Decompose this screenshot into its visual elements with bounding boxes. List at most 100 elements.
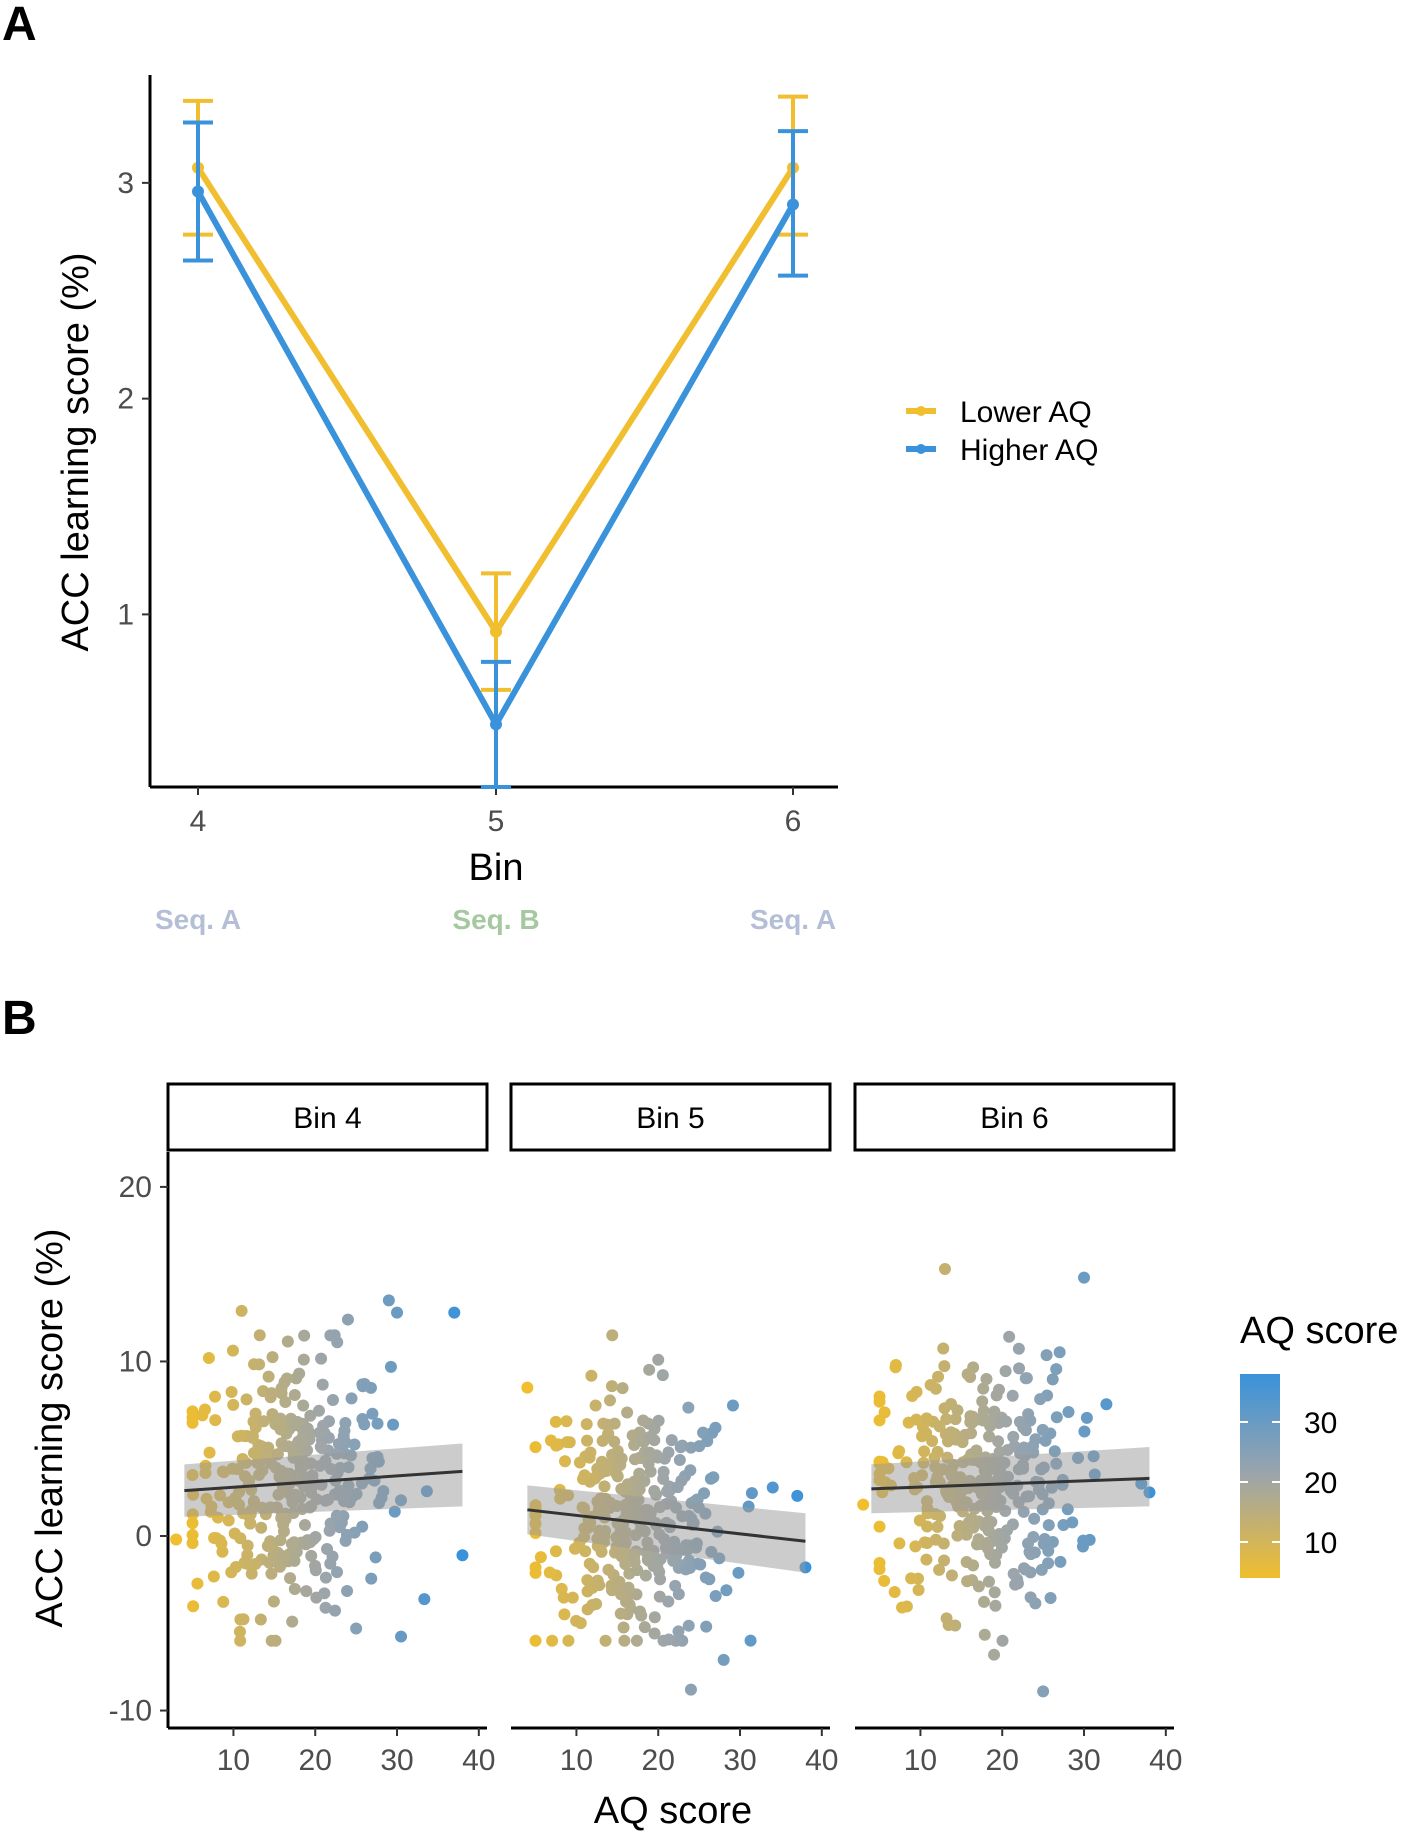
scatter-point [329, 1604, 342, 1617]
scatter-point [267, 1595, 280, 1608]
scatter-point [976, 1395, 989, 1408]
scatter-point [966, 1416, 979, 1429]
x-tick-label: 10 [904, 1744, 937, 1777]
scatter-point [247, 1447, 260, 1460]
scatter-point [546, 1634, 559, 1647]
y-tick-label: 2 [117, 383, 134, 416]
scatter-point [1042, 1519, 1055, 1532]
scatter-point [893, 1537, 906, 1550]
scatter-point [938, 1554, 951, 1567]
scatter-point [599, 1634, 612, 1647]
scatter-point [382, 1294, 395, 1307]
scatter-point [285, 1537, 298, 1550]
scatter-point [315, 1352, 328, 1365]
scatter-point [265, 1634, 278, 1647]
scatter-point [1027, 1531, 1040, 1544]
x-tick-label: 4 [190, 805, 207, 838]
panel-a-y-axis-title: ACC learning score (%) [55, 252, 97, 651]
scatter-point [1017, 1421, 1030, 1434]
scatter-point [275, 1387, 288, 1400]
x-tick-label: 40 [805, 1744, 838, 1777]
sequence-annotation: Seq. B [452, 904, 539, 935]
scatter-point [209, 1390, 222, 1403]
scatter-point [965, 1512, 978, 1525]
scatter-point [521, 1381, 534, 1394]
scatter-point [288, 1389, 301, 1402]
scatter-point [1054, 1555, 1067, 1568]
scatter-point [1044, 1592, 1057, 1605]
scatter-point [585, 1369, 598, 1382]
scatter-point [583, 1451, 596, 1464]
scatter-point [1024, 1591, 1037, 1604]
scatter-point [1040, 1349, 1053, 1362]
facet-strip-label: Bin 4 [293, 1102, 361, 1135]
scatter-point [578, 1469, 591, 1482]
scatter-point [648, 1485, 661, 1498]
scatter-point [621, 1480, 634, 1493]
scatter-point [598, 1480, 611, 1493]
scatter-point [246, 1431, 259, 1444]
scatter-point [579, 1545, 592, 1558]
scatter-point [912, 1583, 925, 1596]
scatter-point [913, 1514, 926, 1527]
scatter-point [732, 1566, 745, 1579]
scatter-point [371, 1417, 384, 1430]
scatter-point [683, 1561, 696, 1574]
scatter-point [286, 1615, 299, 1628]
scatter-point [1053, 1346, 1066, 1359]
scatter-point [581, 1585, 594, 1598]
sequence-annotation: Seq. A [750, 904, 836, 935]
scatter-point [652, 1353, 665, 1366]
scatter-point [961, 1368, 974, 1381]
scatter-point [345, 1392, 358, 1405]
scatter-point [316, 1378, 329, 1391]
scatter-point [291, 1415, 304, 1428]
scatter-point [720, 1584, 733, 1597]
scatter-point [619, 1558, 632, 1571]
scatter-point [558, 1455, 571, 1468]
sequence-annotation: Seq. A [155, 904, 241, 935]
x-tick-label: 30 [1067, 1744, 1100, 1777]
scatter-point [288, 1445, 301, 1458]
panel-b-faceted-scatter: Bin 4 10 20 30 40 Bin 5 10 20 30 40 Bin 6 10 20 30 40 -… [109, 1082, 1183, 1777]
scatter-point [348, 1438, 361, 1451]
scatter-point [961, 1575, 974, 1588]
scatter-point [277, 1550, 290, 1563]
scatter-point [265, 1387, 278, 1400]
scatter-point [587, 1561, 600, 1574]
x-tick-label: 40 [1149, 1744, 1182, 1777]
scatter-point [226, 1344, 239, 1357]
x-tick-label: 10 [560, 1744, 593, 1777]
scatter-point [621, 1406, 634, 1419]
scatter-point [326, 1550, 339, 1563]
scatter-point [960, 1528, 973, 1541]
scatter-point [977, 1382, 990, 1395]
scatter-point [878, 1406, 891, 1419]
scatter-point [1062, 1405, 1075, 1418]
scatter-point [893, 1445, 906, 1458]
scatter-point [301, 1444, 314, 1457]
scatter-point [674, 1441, 687, 1454]
scatter-point [298, 1329, 311, 1342]
scatter-point [1013, 1362, 1026, 1375]
scatter-point [341, 1528, 354, 1541]
scatter-point [632, 1483, 645, 1496]
scatter-point [1050, 1363, 1063, 1376]
scatter-point [550, 1439, 563, 1452]
scatter-point [905, 1572, 918, 1585]
scatter-point [369, 1551, 382, 1564]
scatter-point [1007, 1430, 1020, 1443]
scatter-point [622, 1581, 635, 1594]
panel-b-colorbar-legend: AQ score 10 20 30 [1240, 1310, 1398, 1578]
scatter-point [682, 1619, 695, 1632]
scatter-point [266, 1351, 279, 1364]
scatter-point [331, 1566, 344, 1579]
scatter-point [170, 1533, 183, 1546]
scatter-point [418, 1593, 431, 1606]
scatter-point [637, 1414, 650, 1427]
scatter-point [920, 1412, 933, 1425]
scatter-point [665, 1434, 678, 1447]
scatter-point [235, 1429, 248, 1442]
scatter-point [648, 1611, 661, 1624]
